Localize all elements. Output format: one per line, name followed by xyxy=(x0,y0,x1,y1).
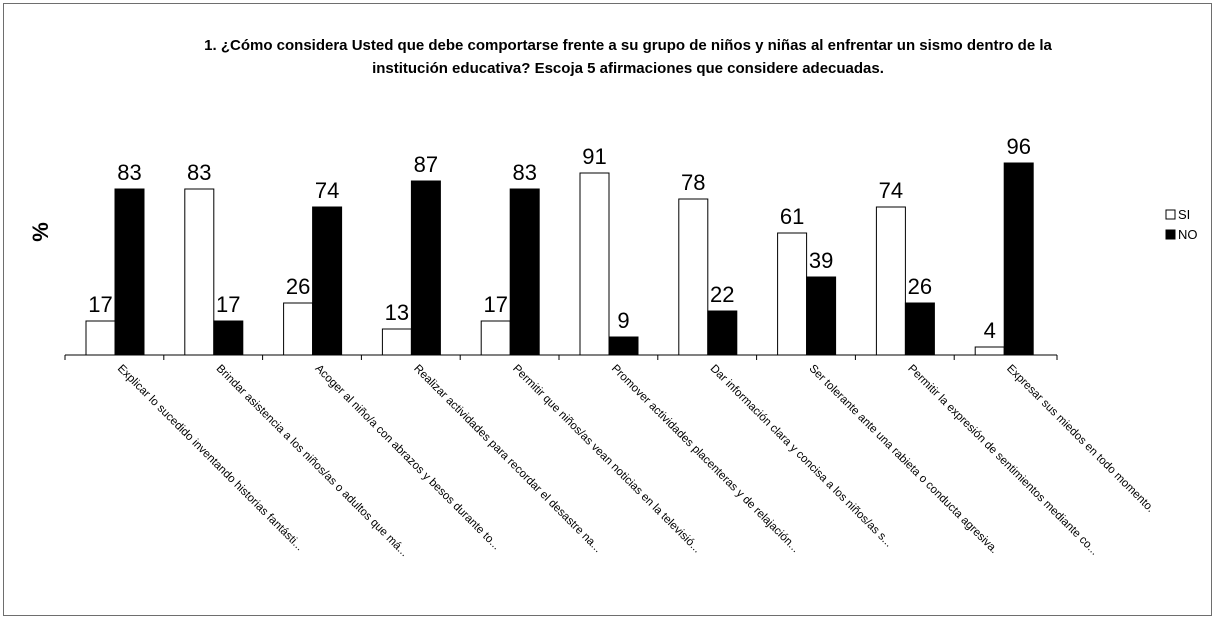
chart-title-line-2: institución educativa? Escoja 5 afirmaci… xyxy=(372,60,884,77)
data-label-no-10: 96 xyxy=(1006,134,1030,159)
data-label-no-9: 26 xyxy=(908,274,932,299)
data-label-si-4: 13 xyxy=(385,300,409,325)
data-label-si-9: 74 xyxy=(879,178,903,203)
legend-swatch-no xyxy=(1165,229,1176,240)
bar-no-7 xyxy=(707,310,738,356)
x-tick-label-9: Permitir la expresión de sentimientos me… xyxy=(905,363,1100,558)
x-tick-label-5: Permitir que niños/as vean noticias en l… xyxy=(510,363,703,556)
data-label-si-10: 4 xyxy=(984,318,996,343)
data-label-no-1: 83 xyxy=(117,160,141,185)
x-tick-label-2: Brindar asistencia a los niños/as o adul… xyxy=(214,363,411,560)
data-label-si-8: 61 xyxy=(780,204,804,229)
x-axis xyxy=(64,354,1058,360)
bar-no-4 xyxy=(410,180,441,356)
data-label-no-3: 74 xyxy=(315,178,339,203)
data-label-si-6: 91 xyxy=(582,144,606,169)
data-label-no-8: 39 xyxy=(809,248,833,273)
bar-si-9 xyxy=(875,206,906,356)
bar-si-4 xyxy=(381,328,412,356)
bar-no-6 xyxy=(608,336,639,356)
bars-group xyxy=(85,162,1034,356)
chart-title: 1. ¿Cómo considera Usted que debe compor… xyxy=(204,37,1052,77)
data-label-no-5: 83 xyxy=(512,160,536,185)
bar-no-3 xyxy=(312,206,343,356)
y-axis-label: % xyxy=(28,222,53,242)
x-tick-label-8: Ser tolerante ante una rabieta o conduct… xyxy=(806,363,999,556)
bar-si-2 xyxy=(184,188,215,356)
bar-no-1 xyxy=(114,188,145,356)
chart-title-line-1: 1. ¿Cómo considera Usted que debe compor… xyxy=(204,37,1052,54)
x-tick-label-4: Realizar actividades para recordar el de… xyxy=(411,363,603,555)
data-label-no-7: 22 xyxy=(710,282,734,307)
bar-no-9 xyxy=(904,302,935,356)
bar-si-5 xyxy=(480,320,511,356)
legend-label-no: NO xyxy=(1178,227,1198,242)
data-label-no-4: 87 xyxy=(414,152,438,177)
bar-no-2 xyxy=(213,320,244,356)
bar-si-7 xyxy=(678,198,709,356)
data-label-no-2: 17 xyxy=(216,292,240,317)
legend-label-si: SI xyxy=(1178,207,1190,222)
data-label-no-6: 9 xyxy=(617,308,629,333)
data-label-si-7: 78 xyxy=(681,170,705,195)
data-label-si-3: 26 xyxy=(286,274,310,299)
bar-si-10 xyxy=(974,346,1005,356)
data-label-si-1: 17 xyxy=(88,292,112,317)
legend: SI NO xyxy=(1165,207,1198,242)
x-tick-label-6: Promover actividades placenteras y de re… xyxy=(609,363,801,555)
bar-si-3 xyxy=(283,302,314,356)
x-tick-label-3: Acoger al niño/a con abrazos y besos dur… xyxy=(312,363,502,553)
x-tick-label-1: Explicar lo sucedido inventando historia… xyxy=(115,363,306,554)
data-label-si-2: 83 xyxy=(187,160,211,185)
x-tick-labels: Explicar lo sucedido inventando historia… xyxy=(115,363,1156,560)
bar-si-1 xyxy=(85,320,116,356)
data-label-si-5: 17 xyxy=(483,292,507,317)
x-tick-label-7: Dar información clara y concisa a los ni… xyxy=(708,363,895,550)
legend-swatch-si xyxy=(1165,209,1176,220)
bar-no-10 xyxy=(1003,162,1034,356)
bar-si-8 xyxy=(777,232,808,356)
bar-no-8 xyxy=(806,276,837,356)
bar-si-6 xyxy=(579,172,610,356)
bar-no-5 xyxy=(509,188,540,356)
